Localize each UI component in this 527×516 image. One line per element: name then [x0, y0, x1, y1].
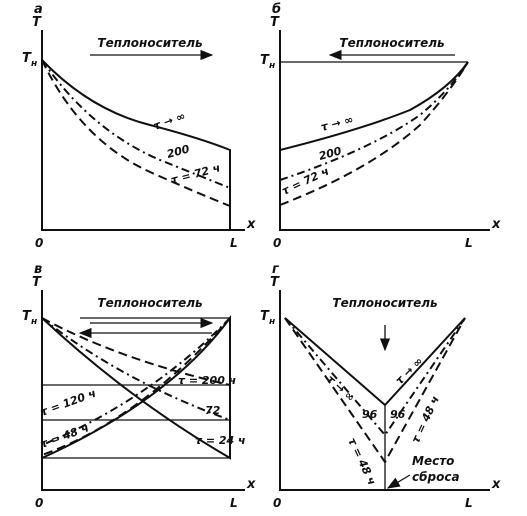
panel-letter: б [272, 2, 281, 17]
inlet-temp: T [22, 51, 32, 66]
panel-letter: г [272, 262, 280, 277]
inlet-temp: T [22, 309, 32, 324]
axes [41, 30, 245, 231]
flow-label: Теплоноситель [97, 36, 202, 50]
curve [279, 61, 469, 206]
flow-label: Теплоноситель [332, 296, 437, 310]
curve [41, 317, 231, 386]
axis-label-y: T [32, 275, 42, 290]
origin-label: 0 [273, 496, 281, 510]
curve-label: τ = 48 ч [409, 394, 442, 445]
curve-label: τ = 72 ч [169, 161, 221, 187]
curve-label: 96 [390, 408, 406, 421]
curve [41, 59, 231, 207]
origin-label: 0 [35, 236, 43, 250]
curve-label: τ = 120 ч [39, 387, 98, 419]
panel-d [279, 290, 490, 491]
axis-label-y: T [270, 275, 280, 290]
origin-label: 0 [35, 496, 43, 510]
end-label: L [230, 496, 238, 510]
axes [279, 30, 490, 231]
end-label: L [465, 236, 473, 250]
end-label: L [230, 236, 238, 250]
inlet-temp-sub: н [31, 59, 37, 69]
curve [41, 314, 231, 460]
panel-b [279, 30, 490, 231]
inlet-temp-sub: н [269, 61, 275, 71]
curve-label: τ = 48 ч [345, 436, 378, 487]
outlet-label: сброса [412, 470, 460, 484]
curve [279, 61, 469, 151]
end-label: L [465, 496, 473, 510]
panel-a [41, 30, 245, 231]
curve [279, 61, 469, 181]
panel-c [41, 290, 245, 491]
axis-label-x: x [491, 477, 501, 492]
flow-label: Теплоноситель [97, 296, 202, 310]
origin-label: 0 [273, 236, 281, 250]
curve [41, 317, 231, 446]
curve [41, 59, 231, 230]
flow-label: Теплоноситель [339, 36, 444, 50]
curve-label: 96 [362, 408, 378, 421]
curve-label: 200 [165, 142, 191, 161]
curve [41, 59, 231, 189]
axis-label-x: x [246, 217, 256, 232]
axes [279, 290, 490, 491]
curve-label: τ = 200 ч [178, 374, 236, 387]
outlet-label: Место [412, 454, 454, 468]
curve [284, 317, 466, 407]
panel-letter: а [34, 2, 43, 17]
curve [284, 317, 466, 464]
axis-label-y: T [270, 15, 280, 30]
inlet-temp-sub: н [269, 317, 275, 327]
curve-label: τ = 72 ч [280, 165, 331, 198]
panel-letter: в [34, 262, 42, 277]
curve [41, 317, 231, 421]
curve [41, 317, 231, 456]
inlet-temp-sub: н [31, 317, 37, 327]
curve-label: τ = 24 ч [195, 434, 246, 447]
axes [41, 290, 245, 491]
axis-label-x: x [491, 217, 501, 232]
outlet-arrow [386, 474, 411, 489]
axis-label-y: T [32, 15, 42, 30]
curve-label: 72 [205, 404, 221, 417]
axis-label-x: x [246, 477, 256, 492]
inlet-temp: T [260, 53, 270, 68]
inlet-temp: T [260, 309, 270, 324]
curve-label: 200 [317, 144, 343, 163]
